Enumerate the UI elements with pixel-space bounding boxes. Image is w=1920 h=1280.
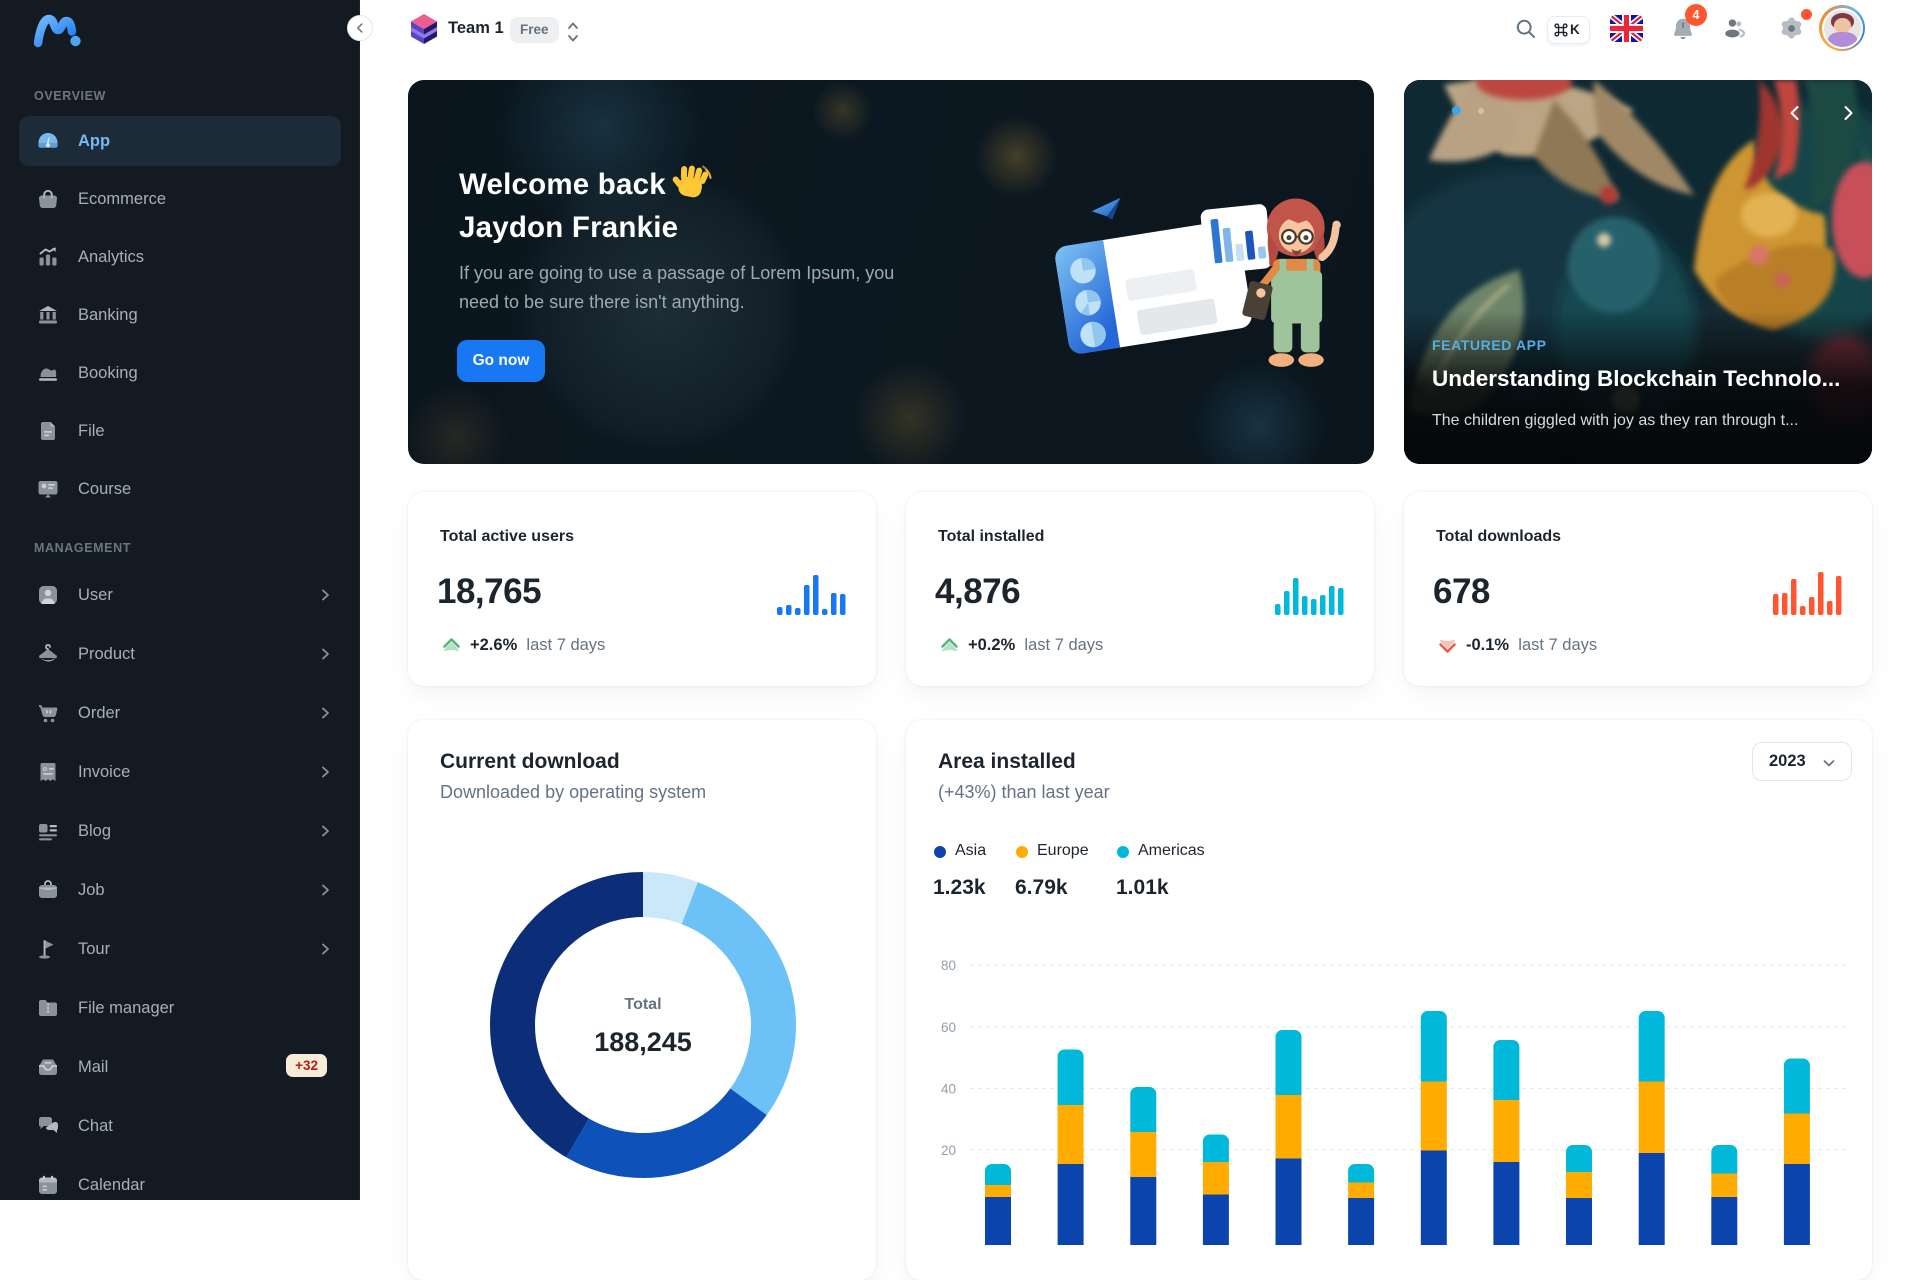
- svg-text:60: 60: [941, 1020, 956, 1035]
- svg-text:80: 80: [941, 958, 956, 973]
- svg-text:40: 40: [941, 1082, 956, 1097]
- svg-text:20: 20: [941, 1143, 956, 1158]
